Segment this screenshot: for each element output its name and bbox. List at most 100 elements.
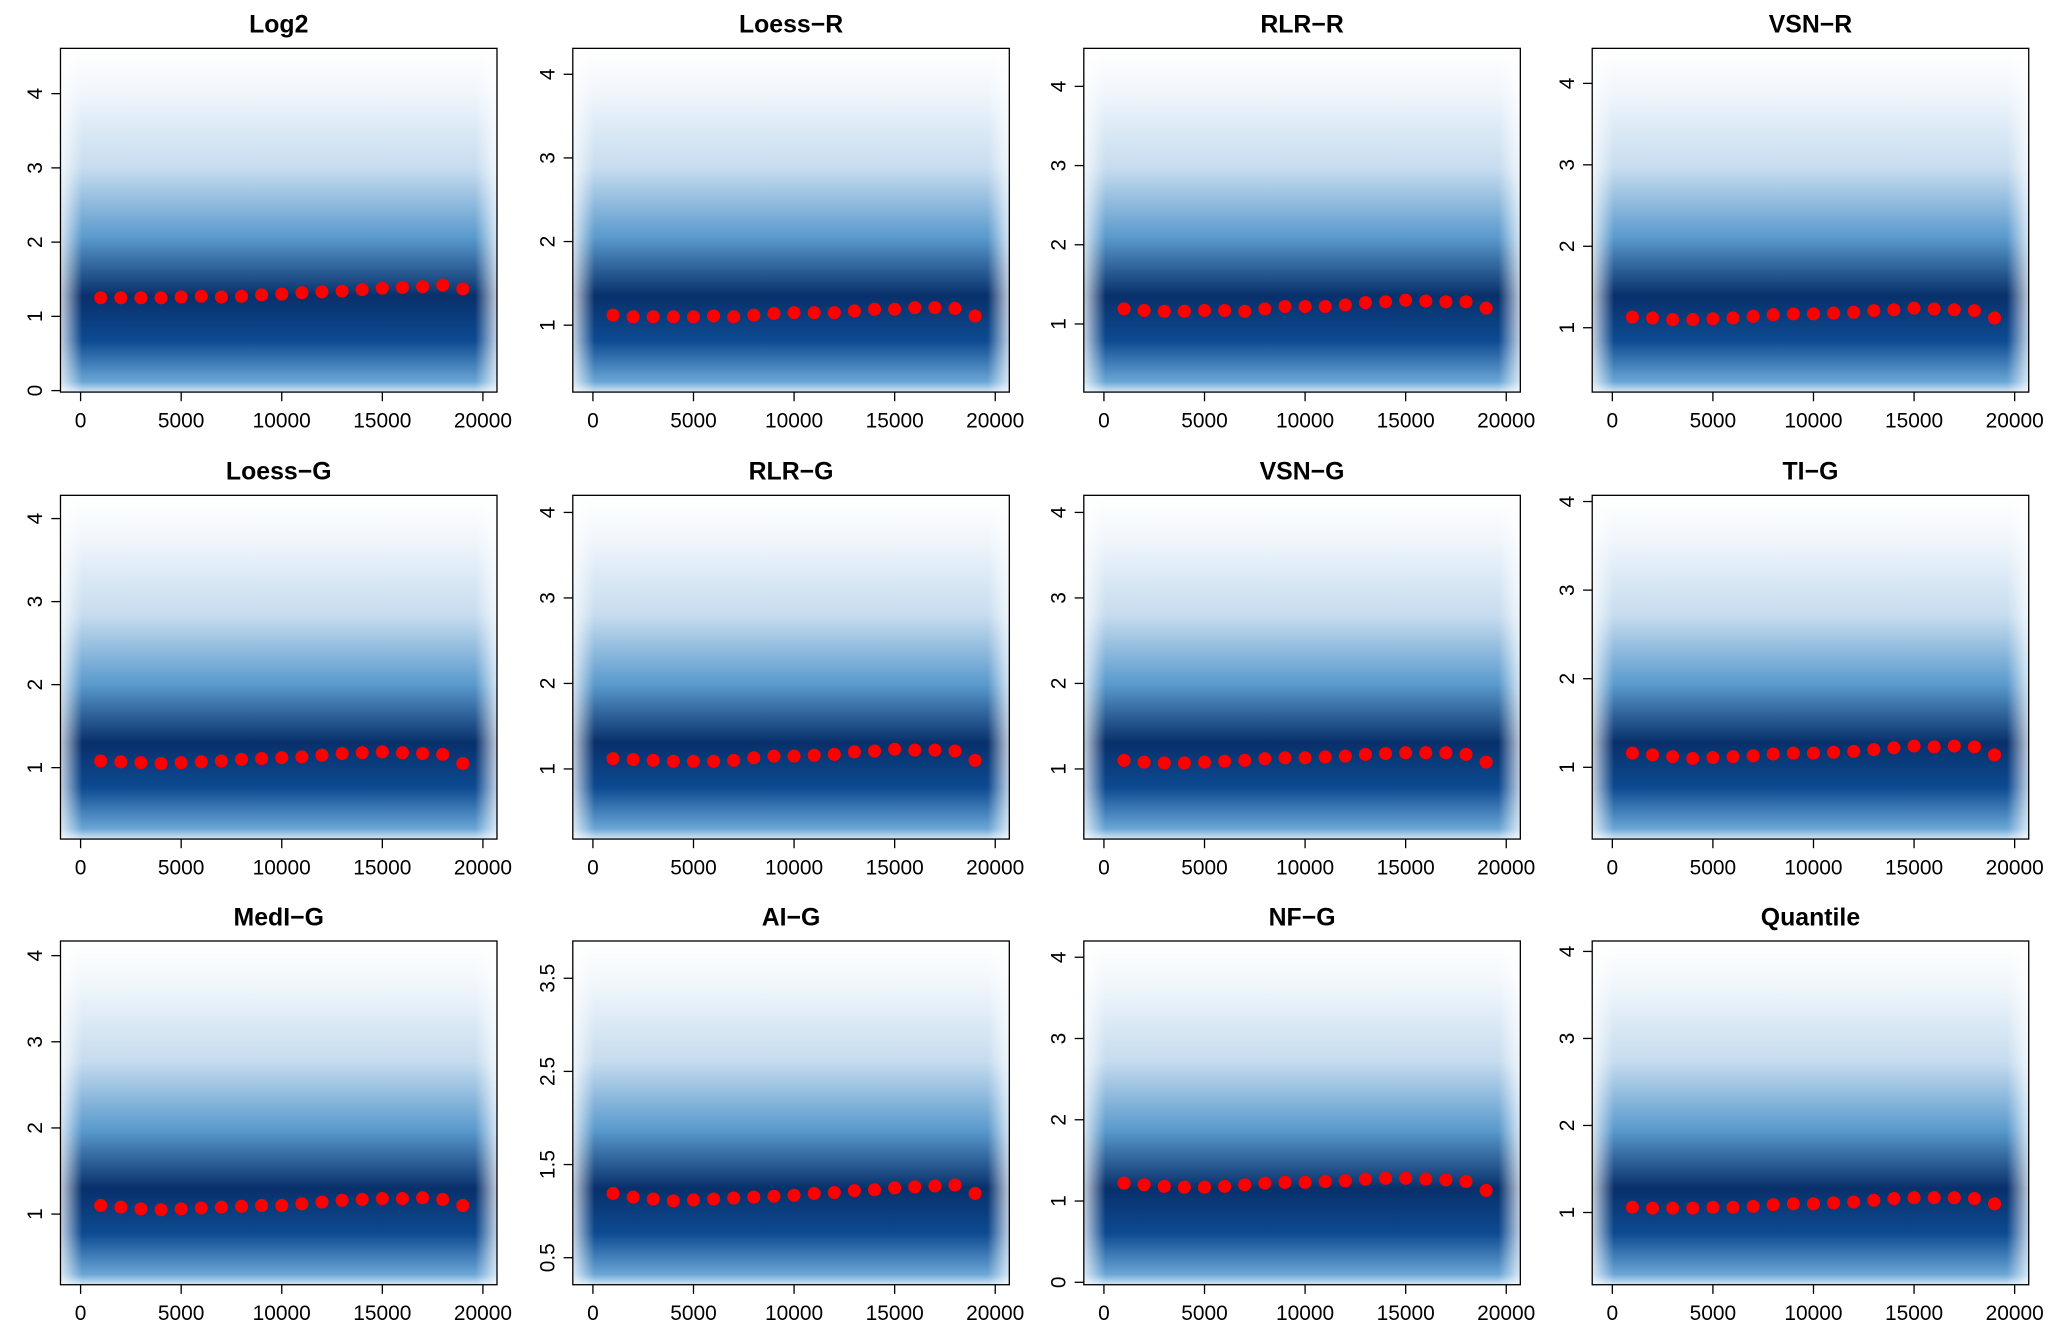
- panel-title: Loess−R: [739, 12, 843, 39]
- median-point: [888, 302, 902, 316]
- y-tick-label: 4: [1556, 945, 1579, 957]
- median-point: [626, 1190, 640, 1204]
- median-point: [727, 753, 741, 767]
- plot-frame: [1083, 47, 1521, 393]
- median-point: [686, 310, 701, 324]
- y-tick-label: 2: [537, 678, 560, 690]
- median-point: [1786, 1197, 1800, 1211]
- median-point: [1867, 1193, 1881, 1207]
- median-point: [1806, 307, 1821, 321]
- median-point: [275, 287, 289, 301]
- x-tick-label: 5000: [1181, 1302, 1228, 1325]
- x-tick-label: 10000: [253, 856, 311, 879]
- median-point: [1137, 755, 1151, 769]
- median-point: [868, 1183, 882, 1197]
- y-tick-label: 4: [537, 506, 560, 518]
- median-point: [888, 1181, 902, 1195]
- plot-frame: [572, 494, 1010, 840]
- x-tick-label: 5000: [670, 856, 717, 879]
- median-point: [255, 1198, 269, 1213]
- median-point: [1686, 313, 1700, 327]
- median-point: [1379, 295, 1393, 309]
- x-tick-label: 20000: [966, 1302, 1024, 1325]
- x-tick-label: 15000: [1377, 1302, 1435, 1325]
- y-tick-label: 1: [1048, 1195, 1071, 1207]
- median-point: [1258, 752, 1272, 766]
- panel-title: VSN−G: [1260, 459, 1345, 486]
- median-point: [436, 1192, 450, 1206]
- median-point: [807, 748, 821, 762]
- median-point: [666, 1194, 680, 1208]
- x-tick-label: 5000: [1690, 409, 1737, 432]
- panel-title: RLR−R: [1260, 12, 1344, 39]
- median-point: [1706, 1200, 1720, 1214]
- x-tick-label: 15000: [1885, 856, 1943, 879]
- median-point: [1459, 295, 1473, 309]
- median-point: [1967, 304, 1981, 318]
- x-tick-label: 15000: [1377, 856, 1435, 879]
- median-point: [1137, 303, 1151, 318]
- median-point: [827, 1185, 841, 1200]
- median-point: [154, 291, 168, 305]
- median-point: [646, 753, 660, 767]
- panel: RLR−G 0 5000 10000 15000 20000 1 2 3 4: [537, 459, 1025, 880]
- x-tick-label: 15000: [1377, 409, 1435, 432]
- plot-frame: [1591, 47, 2030, 393]
- median-point: [1238, 753, 1252, 767]
- median-point: [1117, 753, 1131, 767]
- median-point: [1827, 745, 1841, 759]
- median-point: [646, 1192, 660, 1206]
- x-tick-label: 20000: [1477, 409, 1535, 432]
- median-point: [234, 289, 249, 303]
- median-point: [1399, 1171, 1413, 1185]
- x-tick-label: 20000: [1986, 856, 2044, 879]
- median-point: [606, 752, 620, 766]
- density-fade: [1592, 495, 2029, 840]
- x-tick-label: 0: [1098, 1302, 1110, 1325]
- median-point: [707, 309, 721, 323]
- median-point: [1379, 747, 1393, 761]
- y-tick-label: 3: [1556, 1033, 1579, 1045]
- median-point: [1706, 751, 1720, 765]
- median-point: [1927, 302, 1941, 316]
- median-point: [1399, 293, 1413, 307]
- median-point: [1726, 311, 1740, 325]
- y-tick-label: 2: [1556, 240, 1579, 252]
- median-point: [1379, 1171, 1393, 1185]
- x-tick-label: 15000: [1885, 1302, 1943, 1325]
- median-point: [1318, 300, 1332, 314]
- median-point: [807, 306, 821, 320]
- median-point: [114, 291, 128, 305]
- x-tick-label: 5000: [670, 409, 717, 432]
- median-point: [1726, 750, 1740, 764]
- median-point: [1218, 303, 1232, 318]
- plot-frame: [1591, 940, 2030, 1286]
- x-tick-label: 10000: [253, 1302, 311, 1325]
- median-point: [747, 308, 761, 322]
- y-tick-label: 0: [1048, 1276, 1071, 1288]
- y-tick-label: 3: [24, 596, 47, 608]
- median-point: [1399, 746, 1413, 760]
- x-tick-label: 0: [75, 856, 87, 879]
- median-point: [1666, 313, 1680, 327]
- median-point: [395, 746, 409, 760]
- plot-frame: [59, 494, 498, 840]
- median-point: [1419, 1172, 1433, 1186]
- y-tick-label: 0: [24, 385, 47, 397]
- median-point: [727, 310, 741, 324]
- x-tick-label: 5000: [1181, 409, 1228, 432]
- y-tick-label: 3: [537, 592, 560, 604]
- y-tick-label: 3: [1556, 159, 1579, 171]
- x-tick-label: 0: [1607, 856, 1619, 879]
- median-point: [315, 748, 329, 762]
- density-fade: [60, 940, 497, 1285]
- median-point: [234, 752, 249, 766]
- y-tick-label: 3: [537, 152, 560, 164]
- x-tick-label: 0: [75, 409, 87, 432]
- median-point: [1987, 748, 2002, 762]
- x-tick-label: 5000: [1690, 1302, 1737, 1325]
- median-point: [1258, 302, 1272, 316]
- panel: MedI−G 0 5000 10000 15000 20000 1 2 3 4: [24, 904, 512, 1325]
- median-point: [868, 302, 882, 316]
